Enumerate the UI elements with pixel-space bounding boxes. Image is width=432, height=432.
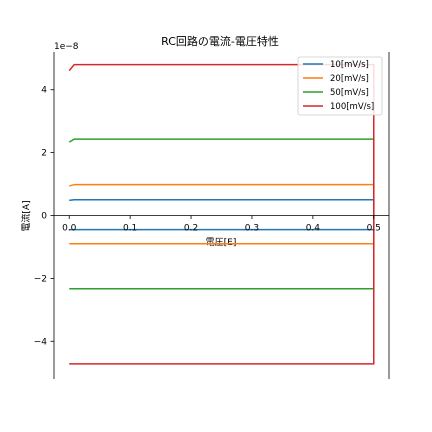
chart-title: RC回路の電流-電圧特性: [161, 34, 279, 48]
legend-label-1: 10[mV/s]: [330, 60, 369, 70]
legend-box: [297, 56, 383, 116]
x-tick-label-2: 0.2: [184, 224, 198, 234]
x-tick-label-3: 0.3: [245, 224, 259, 234]
y-axis-label: 電流[A]: [20, 200, 32, 231]
y-tick-label-4: 4: [41, 86, 47, 96]
legend-entries: 10[mV/s] 20[mV/s] 50[mV/s] 100[mV/s]: [303, 60, 374, 112]
legend-label-4: 100[mV/s]: [330, 102, 374, 112]
ticks-group: 0.0 0.1 0.2 0.3 0.4 0.5 −4 −2 0 2 4: [34, 86, 381, 348]
legend: 10[mV/s] 20[mV/s] 50[mV/s] 100[mV/s]: [297, 56, 383, 116]
offset-text: 1e−8: [54, 42, 79, 52]
x-tick-label-4: 0.4: [306, 224, 321, 234]
legend-label-2: 20[mV/s]: [330, 74, 369, 84]
x-tick-label-5: 0.5: [367, 224, 381, 234]
x-axis-label: 電圧[E]: [206, 237, 237, 248]
legend-label-3: 50[mV/s]: [330, 88, 369, 98]
y-tick-label-3: 2: [41, 149, 47, 159]
x-tick-label-0: 0.0: [62, 224, 77, 234]
y-tick-label-1: −2: [34, 274, 47, 284]
y-tick-label-0: −4: [34, 337, 48, 347]
y-tick-label-2: 0: [41, 212, 47, 222]
x-tick-label-1: 0.1: [123, 224, 137, 234]
